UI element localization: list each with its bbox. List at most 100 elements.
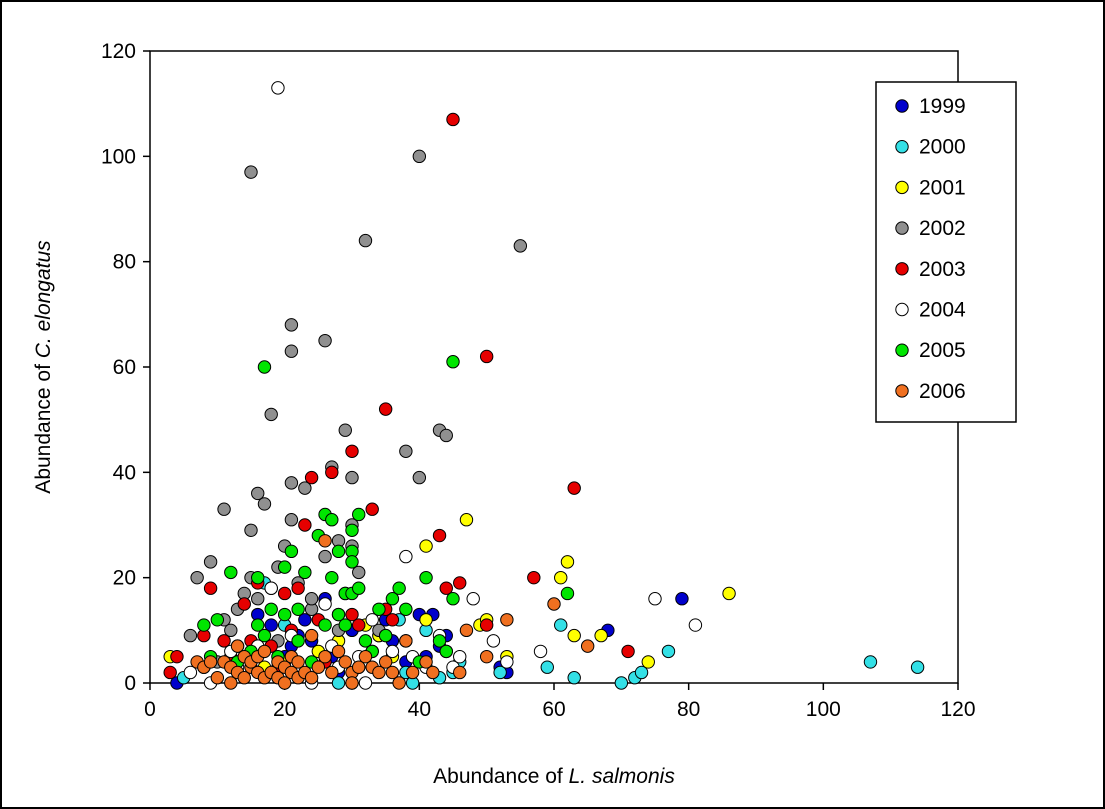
data-point-2002	[251, 486, 265, 501]
data-point-2002	[358, 233, 373, 248]
data-point-2000	[540, 660, 554, 674]
data-point-2004	[486, 634, 501, 648]
data-point-2000	[493, 665, 507, 680]
data-point-2005	[251, 570, 265, 585]
data-point-2005	[399, 602, 413, 616]
data-point-2003	[298, 518, 312, 532]
data-point-2006	[547, 597, 561, 611]
data-point-2002	[284, 476, 299, 490]
data-point-2002	[284, 513, 299, 527]
data-point-2003	[567, 481, 581, 495]
data-point-2005	[224, 565, 238, 580]
data-point-2001	[594, 628, 608, 643]
data-point-2004	[183, 665, 198, 680]
data-point-2003	[345, 607, 359, 622]
data-point-2004	[453, 649, 467, 664]
data-point-2005	[338, 618, 352, 632]
data-point-2004	[688, 618, 703, 632]
data-point-2005	[378, 628, 393, 643]
data-point-2005	[446, 592, 460, 606]
data-point-2003	[479, 618, 494, 632]
data-point-2006	[426, 665, 440, 680]
data-point-2006	[224, 676, 238, 690]
data-point-2002	[412, 149, 427, 164]
data-point-2002	[412, 470, 427, 485]
data-point-2003	[621, 644, 635, 659]
data-point-2003	[163, 665, 177, 680]
data-point-2002	[244, 523, 258, 537]
data-point-2002	[318, 333, 332, 348]
data-point-2002	[284, 318, 299, 332]
data-point-2005	[264, 602, 278, 616]
data-point-2000	[554, 618, 568, 632]
data-point-2006	[352, 660, 366, 674]
data-point-2000	[661, 644, 676, 659]
data-point-2004	[358, 676, 373, 690]
data-point-2005	[345, 555, 359, 569]
legend: 1999 2000 2001 2002 2003 2004 2005 2006	[875, 81, 1017, 423]
legend-box	[875, 81, 1017, 423]
data-point-2001	[554, 570, 568, 585]
data-point-2002	[352, 565, 366, 580]
data-point-2004	[318, 597, 332, 611]
data-point-2006	[372, 665, 386, 680]
x-tick-label: 80	[677, 698, 700, 721]
data-point-2006	[257, 644, 272, 659]
x-axis-ticks: 0 20 40 60 80 100 120	[144, 683, 976, 721]
data-point-2004	[466, 592, 480, 606]
x-tick-label: 120	[940, 698, 975, 721]
x-axis-title: Abundance of L. salmonis	[433, 765, 675, 788]
data-point-2004	[500, 655, 514, 669]
data-point-2006	[459, 623, 474, 638]
data-point-2006	[500, 613, 514, 627]
data-point-2002	[203, 555, 218, 569]
data-point-2002	[257, 497, 272, 511]
data-point-2005	[432, 634, 447, 648]
data-point-2004	[399, 549, 413, 564]
data-point-2005	[372, 602, 386, 616]
data-point-2002	[304, 592, 319, 606]
data-point-2002	[399, 444, 413, 458]
data-point-2005	[419, 570, 433, 585]
data-point-2003	[291, 581, 305, 595]
data-point-2006	[203, 655, 218, 669]
data-point-1999	[264, 618, 278, 632]
legend-marker-2006	[895, 384, 909, 398]
data-point-2004	[648, 592, 662, 606]
data-point-2003	[453, 576, 467, 590]
data-point-2002	[217, 502, 231, 516]
data-point-2002	[318, 549, 332, 564]
data-point-2006	[419, 655, 433, 669]
data-point-2002	[251, 592, 265, 606]
legend-label-2003: 2003	[919, 258, 966, 281]
legend-label-2005: 2005	[919, 339, 966, 362]
data-point-2006	[237, 671, 251, 685]
data-point-2005	[358, 634, 373, 648]
legend-label-2006: 2006	[919, 380, 966, 403]
data-point-2001	[459, 513, 474, 527]
data-point-2005	[325, 570, 339, 585]
data-point-2002	[190, 570, 204, 585]
data-point-2005	[257, 360, 272, 374]
data-point-2003	[277, 586, 292, 601]
data-point-2001	[641, 655, 655, 669]
data-point-2006	[385, 665, 400, 680]
data-point-2006	[453, 665, 467, 680]
data-point-2002	[439, 428, 453, 443]
data-point-2001	[567, 628, 581, 643]
data-point-2003	[237, 597, 251, 611]
legend-marker-2004	[895, 302, 909, 317]
data-point-2000	[614, 676, 629, 690]
legend-label-2000: 2000	[919, 136, 966, 159]
data-point-2005	[385, 592, 400, 606]
data-point-2003	[352, 618, 366, 632]
data-point-2006	[311, 660, 326, 674]
data-point-2005	[298, 565, 312, 580]
data-point-2002	[513, 239, 528, 253]
x-tick-label: 100	[806, 698, 841, 721]
data-point-2005	[439, 644, 453, 659]
y-tick-label: 60	[113, 356, 136, 379]
y-axis-title: Abundance of C. elongatus	[32, 240, 55, 494]
data-point-2004	[365, 613, 379, 627]
